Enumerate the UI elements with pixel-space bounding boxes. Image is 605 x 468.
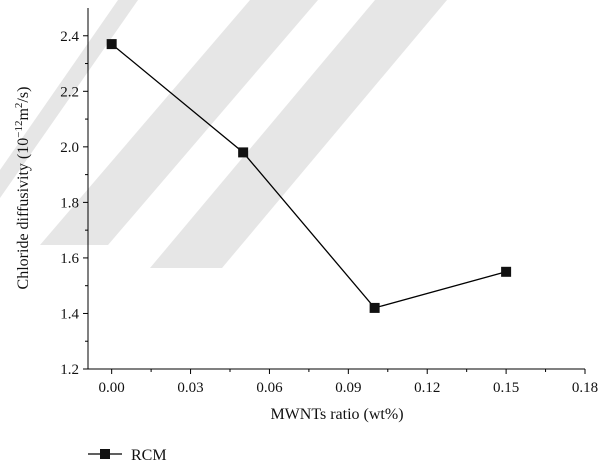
y-tick-label: 1.8 bbox=[60, 195, 79, 211]
data-point-marker bbox=[501, 266, 512, 277]
y-tick-label: 1.2 bbox=[60, 362, 79, 378]
y-tick-label: 2.0 bbox=[60, 140, 79, 156]
data-point-marker bbox=[106, 39, 117, 50]
data-point-marker bbox=[238, 147, 249, 158]
y-axis-ticks: 1.2 1.4 1.6 1.8 2.0 2.2 2.4 bbox=[60, 29, 88, 378]
x-tick-label: 0.06 bbox=[256, 380, 283, 396]
y-tick-label: 2.2 bbox=[60, 84, 79, 100]
legend-label-rcm: RCM bbox=[131, 447, 167, 464]
legend: RCM bbox=[88, 447, 167, 464]
x-tick-label: 0.15 bbox=[493, 380, 519, 396]
y-axis-title-unit: m bbox=[15, 108, 32, 121]
x-tick-label: 0.12 bbox=[414, 380, 440, 396]
legend-marker bbox=[100, 449, 110, 459]
y-tick-label: 2.4 bbox=[60, 29, 79, 45]
axes bbox=[87, 8, 585, 370]
series-line-rcm bbox=[111, 43, 507, 309]
watermark-stripes bbox=[0, 0, 447, 268]
y-tick-label: 1.4 bbox=[60, 306, 79, 322]
y-tick-label: 1.6 bbox=[60, 251, 79, 267]
y-axis-title: Chloride diffusivity (10−12m2/s) bbox=[13, 87, 32, 290]
y-axis-title-exponent-1: −12 bbox=[13, 121, 25, 138]
y-axis-title-suffix: /s) bbox=[15, 87, 32, 103]
series-layer bbox=[106, 39, 512, 313]
y-axis-title-exponent-2: 2 bbox=[13, 103, 25, 109]
x-tick-label: 0.03 bbox=[177, 380, 203, 396]
y-axis-title-prefix: Chloride diffusivity (10 bbox=[15, 138, 32, 290]
x-tick-label: 0.18 bbox=[572, 380, 598, 396]
data-point-marker bbox=[369, 302, 380, 313]
x-tick-label: 0.09 bbox=[335, 380, 361, 396]
x-axis-title: MWNTs ratio (wt%) bbox=[270, 406, 403, 423]
x-axis-ticks: 0.00 0.03 0.06 0.09 0.12 0.15 0.18 bbox=[99, 369, 598, 396]
x-tick-label: 0.00 bbox=[99, 380, 125, 396]
